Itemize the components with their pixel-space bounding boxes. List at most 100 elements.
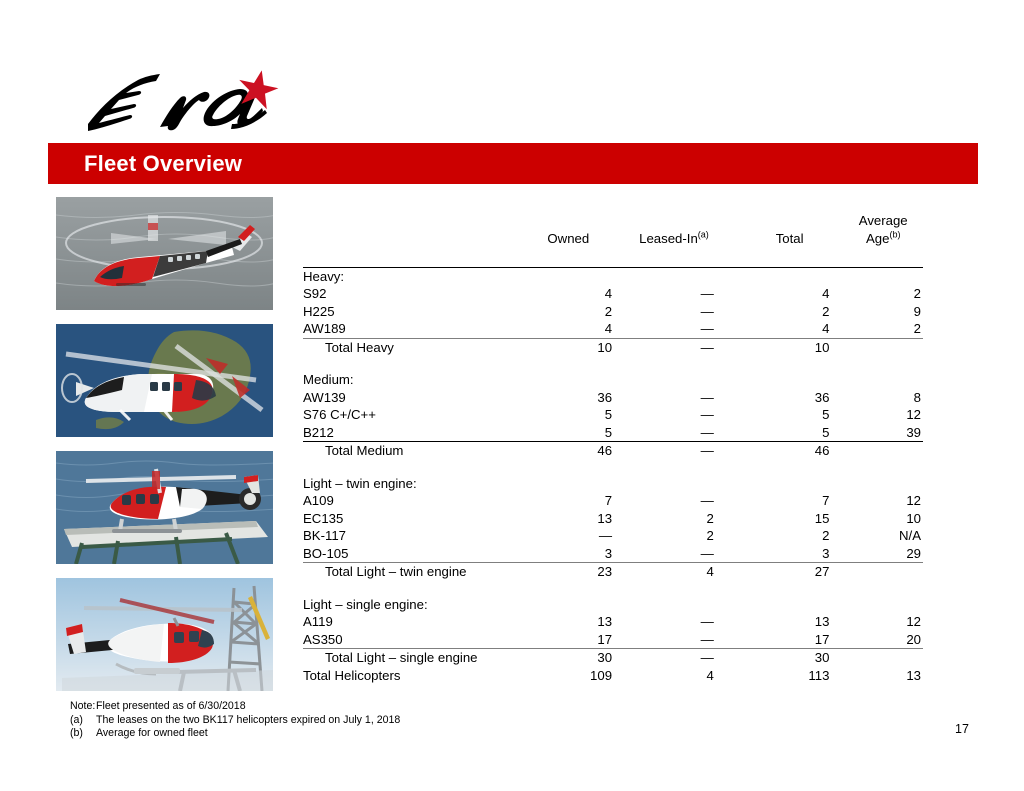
cell-leased-in: — [700,407,714,422]
table-row: AS350 17—17 20 [303,630,923,649]
cell-owned: 36 [597,389,613,405]
cell-total: 2 [822,303,830,319]
footnote-text: Average for owned fleet [96,727,208,740]
cell-average-age: 12 [906,493,921,508]
cell-average-age: 8 [913,389,921,405]
table-row: Total Heavy 10 — 10 [303,338,923,356]
row-group-label: Heavy: [303,268,345,284]
cell-average-age [845,442,923,460]
header-leased-in: Leased-In(a) [639,229,709,246]
header-rule [303,249,923,268]
header-total: Total [775,230,804,246]
cell-leased-in: — [634,630,750,649]
cell-leased-in [634,475,750,493]
row-model-label: B212 [303,423,525,442]
page-number: 17 [955,722,969,736]
table-row: B212 5—5 39 [303,423,923,442]
fleet-table: Owned Leased-In(a) Total Average Age(b) … [303,212,923,684]
cell-owned: 46 [597,443,613,458]
footnote-marker-a: (a) [697,229,709,240]
cell-total: 5 [822,407,830,422]
cell-total: 3 [749,544,846,563]
cell-leased-in: — [634,423,750,442]
footnote-text: Fleet presented as of 6/30/2018 [96,700,246,712]
photo-ec135-on-helideck [56,451,273,564]
cell-owned: 4 [604,286,613,301]
cell-owned: 3 [524,544,635,563]
row-model-label: AS350 [303,630,525,649]
row-model-label: S92 [303,286,327,301]
cell-total [750,371,846,389]
table-row: Medium: [303,371,923,389]
cell-total [750,475,846,493]
cell-average-age [845,267,923,285]
cell-average-age: 2 [913,286,921,301]
row-model-label: A109 [303,493,334,508]
cell-average-age: 2 [845,320,923,339]
table-spacer-row [303,581,923,596]
table-row: Light – twin engine: [303,475,923,493]
header-owned: Owned [547,230,590,246]
row-subtotal-label: Total Light – single engine [325,650,478,665]
photo-aw139-over-map [56,324,273,437]
table-row: AW189 4—4 2 [303,320,923,339]
row-total-label: Total Helicopters [303,667,401,683]
table-row: H225 2 — 2 9 [303,303,923,321]
row-model-label: S76 C+/C++ [303,407,376,422]
cell-owned: 5 [604,407,613,422]
cell-owned [525,267,635,285]
cell-leased-in: — [700,286,714,301]
cell-average-age [845,649,923,667]
cell-total: 36 [814,389,830,405]
cell-total: 30 [814,650,830,665]
cell-average-age [845,338,923,356]
cell-total: 2 [822,528,830,543]
header-category [303,212,525,249]
cell-leased-in: — [700,303,714,319]
cell-leased-in: — [700,614,714,629]
cell-leased-in: 2 [706,528,714,543]
footnote-row: (b) Average for owned fleet [70,727,400,741]
cell-leased-in: — [700,339,714,355]
cell-owned: 17 [524,630,635,649]
row-subtotal-label: Total Heavy [325,339,394,355]
table-row: A109 7 — 7 12 [303,492,923,510]
table-row: A119 13 — 13 12 [303,613,923,631]
footnote-marker: (b) [70,727,83,740]
slide-title-banner: Fleet Overview [48,143,978,184]
cell-total: 13 [814,614,830,629]
table-row: Heavy: [303,267,923,285]
cell-leased-in: — [700,650,714,665]
cell-owned: 109 [590,667,613,683]
cell-leased-in: — [634,544,750,563]
cell-owned: 2 [604,303,613,319]
footnote-text: The leases on the two BK117 helicopters … [96,713,401,726]
cell-average-age: 12 [906,407,921,422]
cell-total: 46 [814,443,830,458]
row-subtotal-label: Total Medium [325,443,404,458]
footnote-marker: (a) [70,713,83,726]
cell-average-age [845,371,923,389]
footnote-row: Note:Fleet presented as of 6/30/2018 [70,700,400,714]
row-model-label: H225 [303,303,335,319]
cell-total: 17 [749,630,846,649]
cell-total: 4 [822,286,830,301]
cell-owned: 23 [597,564,613,579]
cell-leased-in: — [700,493,714,508]
row-model-label: AW189 [303,320,525,339]
cell-average-age [845,563,923,581]
cell-owned: 10 [597,339,613,355]
cell-average-age: 12 [906,614,921,629]
cell-average-age: 39 [845,423,923,442]
row-model-label: BO-105 [303,544,525,563]
cell-leased-in: — [700,389,714,405]
era-logo-graphic [88,70,279,131]
table-header-row: Owned Leased-In(a) Total Average Age(b) [303,212,923,249]
cell-total [750,267,846,285]
table-row: Total Light – twin engine 23 4 27 [303,563,923,581]
row-model-label: EC135 [303,510,344,526]
cell-average-age: 9 [913,303,921,319]
cell-leased-in [634,267,750,285]
cell-total: 4 [749,320,846,339]
cell-owned [525,475,635,493]
